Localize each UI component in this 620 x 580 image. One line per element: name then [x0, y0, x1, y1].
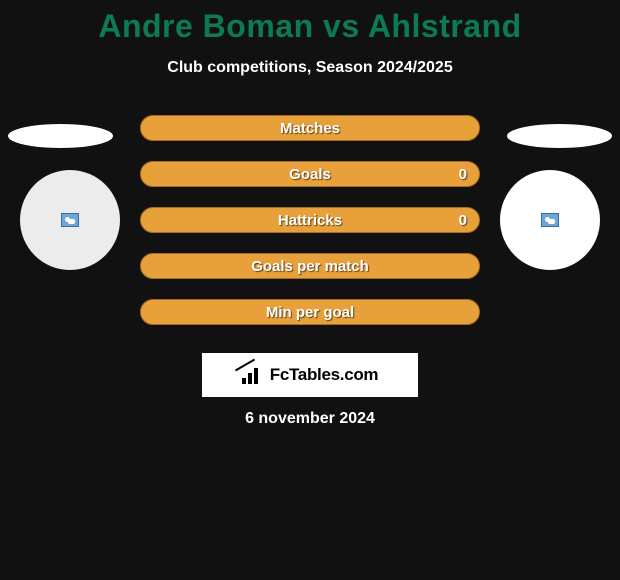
title-player2: Ahlstrand [368, 8, 522, 44]
date-label: 6 november 2024 [0, 410, 620, 428]
title-player1: Andre Boman [98, 8, 313, 44]
stat-right-value: 0 [459, 162, 467, 188]
stat-label: Min per goal [141, 300, 479, 326]
stat-bars: Matches Goals 0 Hattricks 0 Goals per ma… [140, 115, 480, 345]
title-vs: vs [323, 8, 360, 44]
brand-badge: FcTables.com [202, 353, 418, 397]
brand-text: FcTables.com [270, 365, 379, 385]
stat-right-value: 0 [459, 208, 467, 234]
stat-label: Goals per match [141, 254, 479, 280]
stat-row-min-per-goal: Min per goal [140, 299, 480, 325]
bars-chart-icon [242, 366, 264, 384]
comparison-card: Andre Boman vs Ahlstrand Club competitio… [0, 0, 620, 580]
stat-label: Hattricks [141, 208, 479, 234]
subtitle: Club competitions, Season 2024/2025 [0, 59, 620, 77]
page-title: Andre Boman vs Ahlstrand [0, 0, 620, 45]
stat-row-hattricks: Hattricks 0 [140, 207, 480, 233]
stat-row-goals: Goals 0 [140, 161, 480, 187]
stat-label: Goals [141, 162, 479, 188]
stats-area: Matches Goals 0 Hattricks 0 Goals per ma… [0, 115, 620, 345]
stat-label: Matches [141, 116, 479, 142]
stat-row-matches: Matches [140, 115, 480, 141]
stat-row-goals-per-match: Goals per match [140, 253, 480, 279]
